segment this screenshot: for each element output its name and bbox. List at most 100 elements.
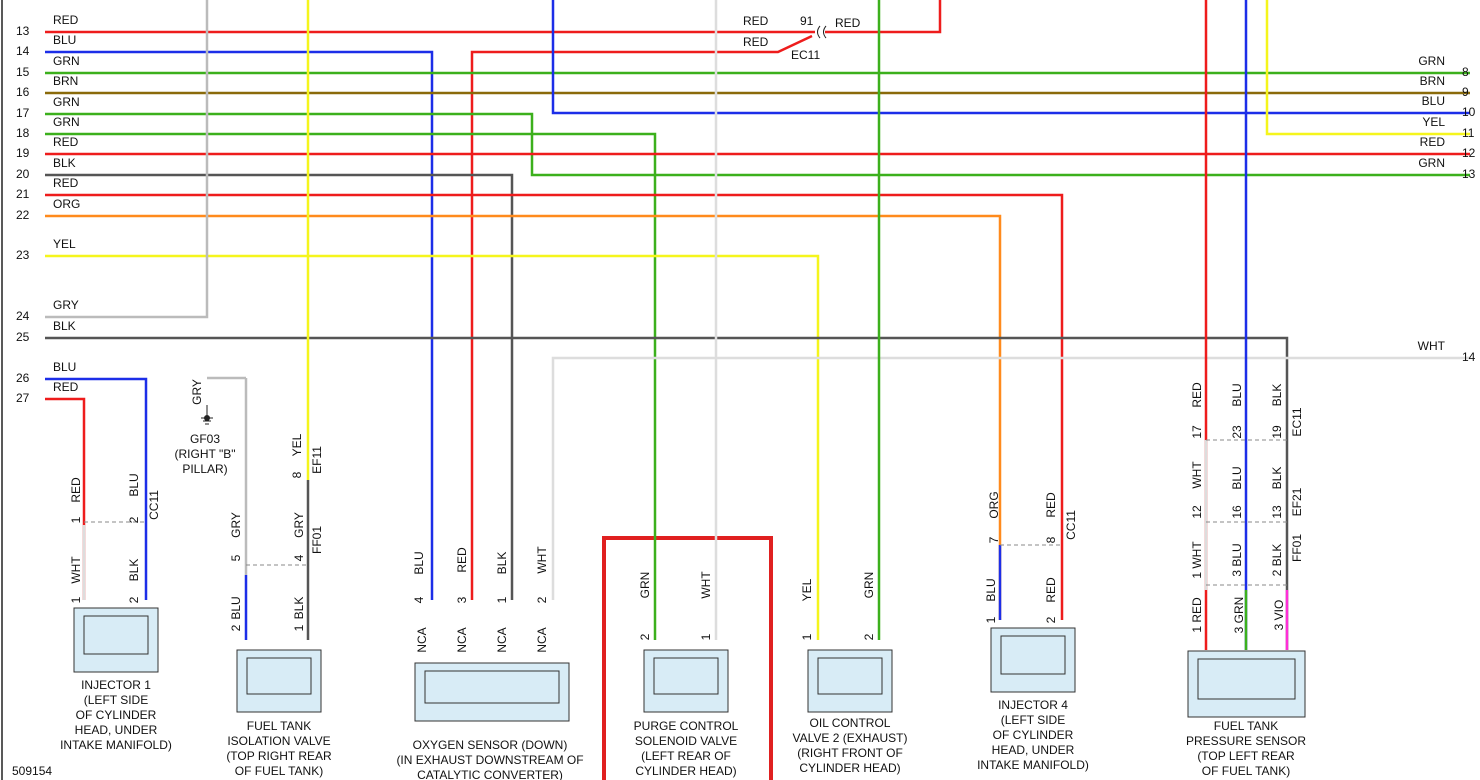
- pin-label: 8: [1044, 536, 1058, 543]
- pin-label: FF01: [310, 526, 324, 554]
- component-label: SOLENOID VALVE: [635, 734, 737, 748]
- component-label: OXYGEN SENSOR (DOWN): [413, 738, 568, 752]
- pin-label: NCA: [535, 627, 549, 652]
- wire-pin: 19: [16, 146, 30, 160]
- component-label: CYLINDER HEAD): [635, 764, 736, 778]
- wire-color: GRN: [53, 54, 80, 68]
- component-label: ISOLATION VALVE: [227, 734, 330, 748]
- pin-label: BLU: [127, 473, 141, 496]
- wire-color: GRN: [53, 115, 80, 129]
- wire: [1265, 0, 1470, 136]
- component-label: (TOP LEFT REAR: [1197, 749, 1295, 763]
- component-label: (IN EXHAUST DOWNSTREAM OF: [396, 753, 583, 767]
- pin-label: WHT: [1190, 461, 1204, 489]
- wire-pin: 22: [16, 208, 30, 222]
- pin-label: 2: [535, 596, 549, 603]
- wire: [45, 214, 1002, 620]
- pin-label: 8: [290, 471, 304, 478]
- pin-label: 19: [1270, 425, 1284, 439]
- component-label: INTAKE MANIFOLD): [60, 738, 172, 752]
- pin-label: 3: [455, 596, 469, 603]
- ground-id: GF03: [190, 432, 220, 446]
- ground-location: PILLAR): [182, 462, 227, 476]
- pin-label: 7: [987, 536, 1001, 543]
- pin-label: GRY: [292, 512, 306, 538]
- wire: [825, 0, 942, 34]
- pin-label: BLU: [229, 596, 243, 619]
- wire-pin: 8: [1462, 65, 1469, 79]
- pin-label: 2: [638, 633, 652, 640]
- pin-label: 2: [862, 633, 876, 640]
- pin-label: FF01: [1290, 534, 1304, 562]
- wire-pin: 14: [1462, 350, 1476, 364]
- pin-label: YEL: [290, 433, 304, 456]
- pin-label: 2 BLK: [1270, 544, 1284, 577]
- pin-label: EC11: [1290, 407, 1304, 436]
- wire-pin: 18: [16, 126, 30, 140]
- component-label: FUEL TANK: [1214, 719, 1278, 733]
- pin-label: BLK: [292, 597, 306, 620]
- component-inner: [817, 657, 883, 695]
- component-box: [236, 649, 322, 713]
- component-label: (RIGHT FRONT OF: [797, 746, 903, 760]
- component-label: OF FUEL TANK): [1202, 764, 1290, 778]
- component-inner: [1000, 635, 1066, 675]
- component-inner: [653, 657, 719, 695]
- pin-label: BLU: [1230, 383, 1244, 406]
- component-label: OF CYLINDER: [993, 728, 1074, 742]
- component-label: CATALYTIC CONVERTER): [417, 768, 563, 780]
- wire: [551, 0, 1470, 115]
- wire: [45, 132, 657, 640]
- component-box: [1187, 650, 1306, 718]
- wire-color: BRN: [1420, 74, 1445, 88]
- pin-label: 1: [495, 596, 509, 603]
- pin-label: 4: [292, 554, 306, 561]
- component-label: VALVE 2 (EXHAUST): [793, 731, 908, 745]
- wire-color: BLU: [53, 33, 76, 47]
- component-label: OIL CONTROL: [810, 716, 891, 730]
- pin-label: 12: [1190, 505, 1204, 519]
- pin-label: RED: [1190, 382, 1204, 408]
- ground-wire: GRY: [190, 379, 204, 405]
- splice-label: 91: [800, 14, 814, 28]
- wire-color: RED: [53, 380, 79, 394]
- pin-label: BLK: [127, 559, 141, 582]
- splice-label: RED: [835, 16, 861, 30]
- wire-pin: 24: [16, 309, 30, 323]
- pin-label: 3 BLU: [1230, 543, 1244, 576]
- pin-label: GRN: [862, 572, 876, 599]
- wire-color: BLU: [53, 360, 76, 374]
- pin-label: NCA: [415, 627, 429, 652]
- pin-label: 1 RED: [1190, 597, 1204, 633]
- pin-label: CC11: [1064, 510, 1078, 540]
- pin-label: BLK: [1270, 467, 1284, 490]
- wire-color: BRN: [53, 74, 78, 88]
- component-inner: [424, 670, 560, 704]
- pin-label: NCA: [495, 627, 509, 652]
- pin-label: 1: [984, 616, 998, 623]
- wire-pin: 12: [1462, 146, 1476, 160]
- wire-pin: 13: [1462, 167, 1476, 181]
- component-label: (LEFT SIDE: [84, 693, 148, 707]
- pin-label: WHT: [535, 546, 549, 574]
- wire: [45, 50, 434, 600]
- wire-color: GRN: [1418, 54, 1445, 68]
- component-box: [990, 627, 1076, 693]
- pin-label: BLK: [495, 552, 509, 575]
- wire-color: GRN: [53, 95, 80, 109]
- component-label: OF FUEL TANK): [235, 764, 323, 778]
- wire-pin: 11: [1462, 126, 1475, 140]
- wire-color: RED: [53, 135, 79, 149]
- wire-color: BLK: [53, 319, 76, 333]
- pin-label: 17: [1190, 425, 1204, 439]
- wire-color: RED: [1420, 135, 1446, 149]
- component-box: [643, 649, 729, 713]
- wire: [45, 193, 1064, 620]
- pin-label: YEL: [800, 578, 814, 601]
- wire-color: ORG: [53, 197, 80, 211]
- wire-pin: 16: [16, 85, 30, 99]
- component-label: HEAD, UNDER: [75, 723, 158, 737]
- ground-location: (RIGHT "B": [175, 447, 236, 461]
- component-label: (TOP RIGHT REAR: [226, 749, 332, 763]
- wire-pin: 14: [16, 44, 30, 58]
